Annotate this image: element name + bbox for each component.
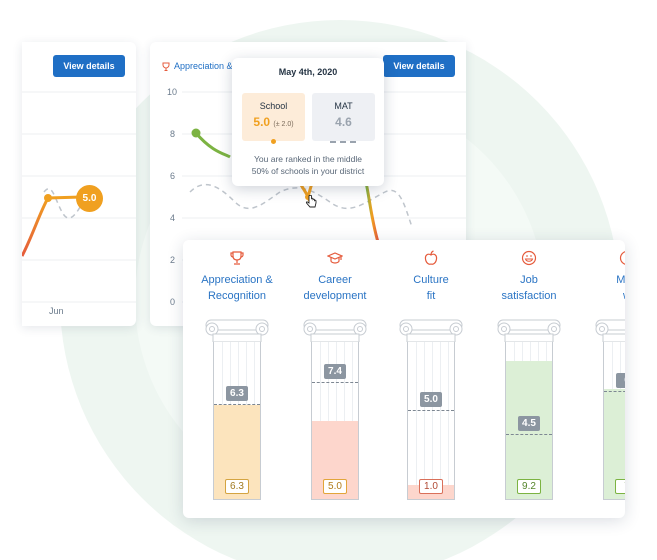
school-legend-dot [271,139,276,144]
y-tick-label: 8 [170,129,176,139]
y-tick-label: 4 [170,213,176,223]
y-tick-label: 6 [170,171,176,181]
heart-icon [619,251,625,265]
mat-value-badge: 5.0 [420,392,442,408]
metric-label: Career development [303,274,367,302]
view-details-button[interactable]: View details [53,55,125,77]
tooltip-mat-title: MAT [334,101,353,111]
metric-pillar: 7.4 5.0 [302,316,368,500]
graduation-cap-icon [327,252,343,264]
chart-tab-label: Appreciation & [174,61,233,71]
trophy-icon [162,62,170,71]
tooltip-rank-line2: 50% of schools in your district [251,166,365,176]
pillar-shaft: 4.5 9.2 [505,342,553,500]
pillar-capital [595,319,625,342]
left-trend-card: View details 5.0 Jun [22,42,136,326]
trophy-icon [230,251,244,265]
mat-value-badge: 4.5 [518,415,540,431]
pillar-capital [399,319,463,342]
apple-icon [424,250,438,265]
pillar-capital [205,319,269,342]
pillar-shaft: 6.3 6.3 [213,342,261,500]
tooltip-mat-box: MAT 4.6 [312,93,375,141]
school-value-badge: 6.3 [225,479,249,494]
pillar-capital [497,319,561,342]
metric-culture[interactable]: Culture fit 5.0 1.0 [385,240,477,518]
metric-pillar: 6 7 [594,316,625,500]
metric-job-satisfaction[interactable]: Job satisfaction 4.5 9.2 [483,240,575,518]
metric-label: Job satisfaction [501,274,557,302]
metric-label: Appreciation & Recognition [201,274,273,302]
metric-label: Mea w [616,274,625,302]
y-tick-label: 2 [170,255,176,265]
pillar-shaft: 6 7 [603,342,625,500]
mat-legend-dash [330,141,356,143]
pillar-shaft: 5.0 1.0 [407,342,455,500]
school-level-fill [604,389,625,499]
view-details-button[interactable]: View details [383,55,455,77]
metric-pillar: 6.3 6.3 [204,316,270,500]
metric-meaningful-work[interactable]: Mea w 6 7 [581,240,625,518]
metric-appreciation[interactable]: Appreciation & Recognition 6.3 6.3 [191,240,283,518]
school-value-badge: 7 [615,479,625,494]
pillar-capital [303,319,367,342]
pillar-shaft: 7.4 5.0 [311,342,359,500]
tooltip-date: May 4th, 2020 [278,67,338,77]
chart-tab-appreciation[interactable]: Appreciation & [162,61,233,71]
metric-career[interactable]: Career development 7.4 5.0 [289,240,381,518]
tooltip-rank-line1: You are ranked in the middle [254,154,362,164]
left-trend-chart [22,91,136,303]
pointer-cursor-icon [305,195,317,208]
metrics-card: Appreciation & Recognition 6.3 6.3 [183,240,625,518]
tooltip-mat-value: 4.6 [335,115,352,129]
value-badge: 5.0 [76,185,103,212]
smiley-icon [521,250,537,266]
tooltip-school-error: (± 2.0) [273,121,294,128]
school-value-badge: 9.2 [517,479,541,494]
mat-level-line [312,381,358,383]
tooltip-popup: May 4th, 2020 School 5.0 (± 2.0) MAT 4.6… [232,58,384,186]
school-value-badge: 5.0 [323,479,347,494]
mat-level-line [408,410,454,412]
mat-level-line [506,433,552,435]
y-tick-label: 0 [170,297,176,307]
mat-level-line [214,403,260,405]
school-value-badge: 1.0 [419,479,443,494]
tooltip-school-value: 5.0 [253,115,271,129]
mat-level-line [604,391,625,393]
mat-value-badge: 6.3 [226,385,248,401]
metric-pillar: 4.5 9.2 [496,316,562,500]
x-axis-label: Jun [49,306,64,316]
mat-value-badge: 6 [616,373,625,389]
y-tick-label: 10 [167,87,178,97]
metric-pillar: 5.0 1.0 [398,316,464,500]
tooltip-school-title: School [259,101,288,111]
tooltip-school-box: School 5.0 (± 2.0) [242,93,305,141]
mat-value-badge: 7.4 [324,363,346,379]
metric-label: Culture fit [413,274,449,302]
